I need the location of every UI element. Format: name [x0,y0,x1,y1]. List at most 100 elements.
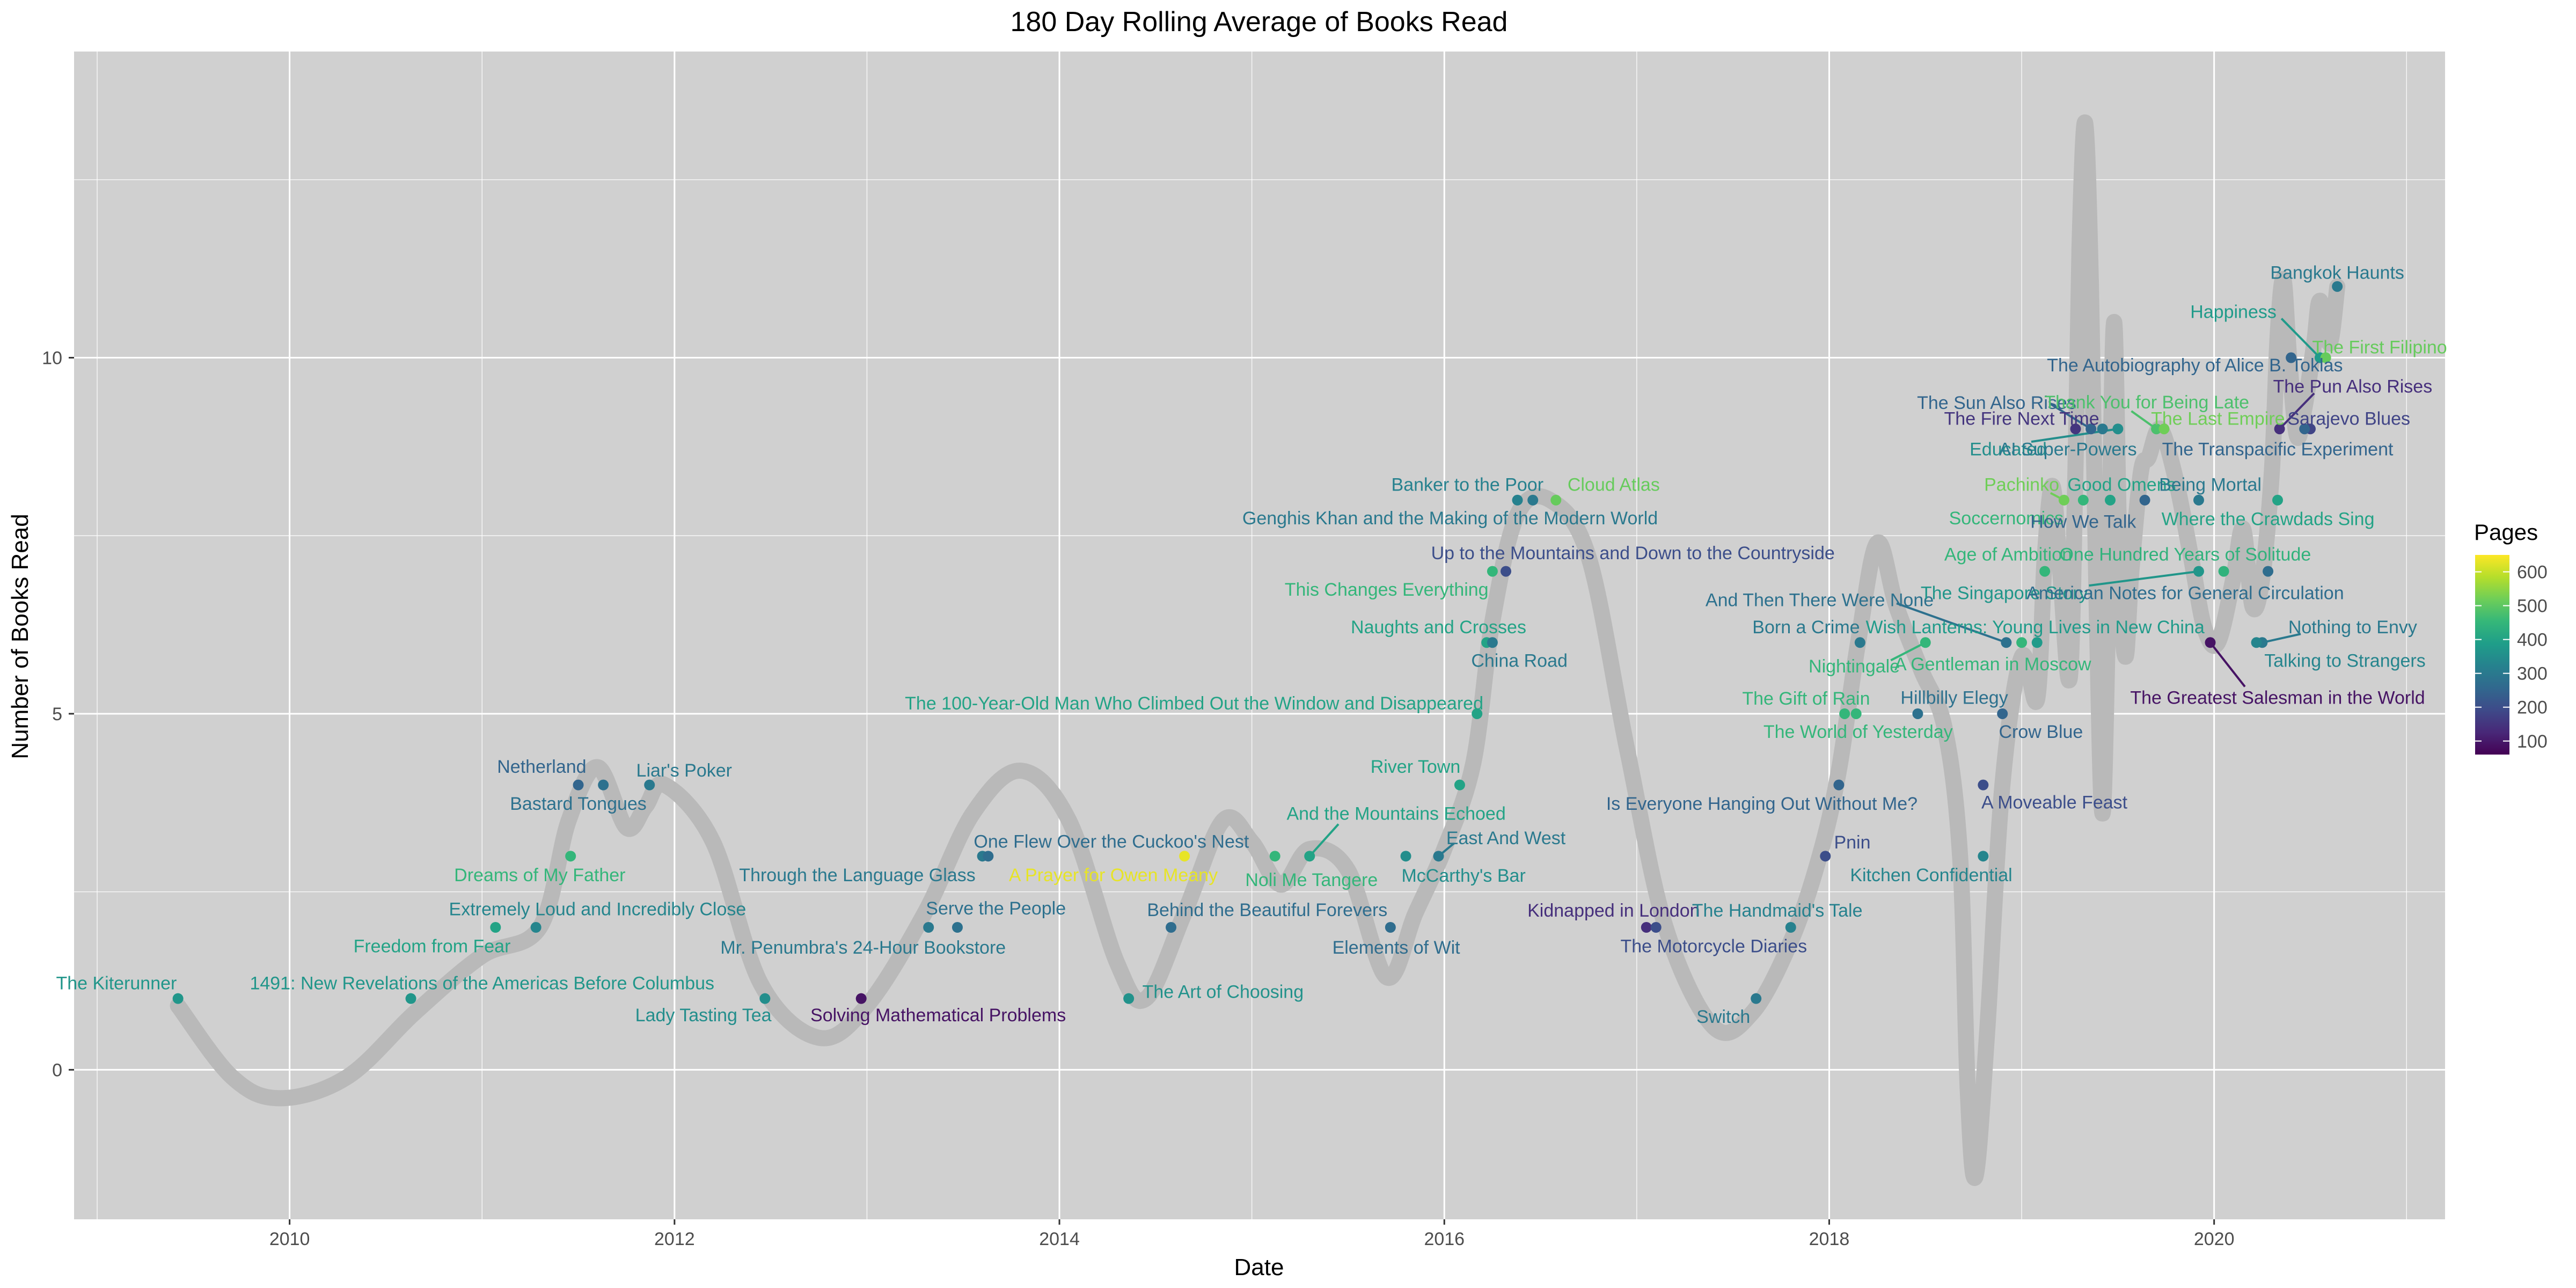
book-point [1433,851,1444,862]
trend-line [170,114,2346,1186]
book-label: One Hundred Years of Solitude [2059,545,2311,565]
book-point [2332,281,2343,292]
book-label: Elements of Wit [1333,938,1461,958]
book-point [952,922,963,933]
book-label: Liar's Poker [636,760,732,781]
book-label: Freedom from Fear [354,936,511,956]
book-label: The Fire Next Time [1944,408,2099,429]
book-label: Wish Lanterns: Young Lives in New China [1866,617,2205,638]
book-label: A Gentleman in Moscow [1894,654,2091,675]
book-label: Serve the People [926,898,1066,919]
book-label: Mr. Penumbra's 24-Hour Bookstore [720,938,1006,958]
leader-line [1308,823,1340,857]
book-point [1385,922,1396,933]
book-label: How We Talk [2030,512,2136,532]
book-point [2112,423,2124,435]
book-label: Cloud Atlas [1568,475,1660,495]
book-point [1501,566,1512,577]
book-point [2320,352,2331,363]
book-label: East And West [1446,828,1566,848]
smoothed-trend [170,114,2346,1186]
leader-line [1890,641,1926,662]
book-point [1854,637,1865,648]
book-label: The Handmaid's Tale [1692,901,1863,921]
book-label: Talking to Strangers [2264,650,2426,671]
legend-title: Pages [2474,519,2538,545]
x-tick-label: 2014 [1039,1229,1080,1249]
book-point [2286,352,2297,363]
book-point [2251,637,2262,648]
book-label: The 100-Year-Old Man Who Climbed Out the… [905,693,1483,714]
book-point [1400,851,1411,862]
book-label: The Last Empire [2151,408,2285,429]
book-point [2105,494,2116,506]
book-label: The Sun Also Rises [1917,393,2076,413]
book-label: Soccernomics [1949,508,2064,529]
leader-line [2280,318,2321,358]
book-label: The Autobiography of Alice B. Toklas [2047,355,2343,376]
book-label: Netherland [497,757,586,777]
book-label: Lady Tasting Tea [635,1005,772,1026]
book-label: Good Omens [2067,475,2176,495]
book-point [2151,423,2162,435]
book-label: Kitchen Confidential [1850,865,2012,885]
legend-tick-label: 200 [2517,698,2548,718]
book-point [644,779,655,791]
book-label: And the Mountains Echoed [1286,804,1505,824]
book-label: Happiness [2190,302,2277,322]
book-point [1785,922,1796,933]
book-point [2077,494,2089,506]
book-point [172,993,184,1004]
book-label: AI Super-Powers [1999,439,2137,459]
book-label: This Changes Everything [1285,580,1489,600]
book-point [1472,708,1483,719]
book-label: Thank You for Being Late [2044,392,2249,413]
book-point [1920,637,1931,648]
book-label: Genghis Khan and the Making of the Moder… [1242,508,1658,529]
book-point [1512,494,1523,506]
book-label: Crow Blue [1999,722,2083,742]
book-point [1166,922,1177,933]
book-point [2001,637,2012,648]
book-point [1912,708,1923,719]
book-label: Pnin [1834,832,1870,853]
book-point [2070,423,2081,435]
book-point [490,922,501,933]
book-label: The Singapore Story [1921,583,2088,603]
book-label: Educated [1970,439,2047,459]
legend-tick-label: 300 [2517,664,2548,684]
x-tick-label: 2018 [1809,1229,1850,1249]
book-point [2016,637,2028,648]
y-tick-label: 0 [52,1060,62,1080]
book-label: Bangkok Haunts [2270,262,2404,283]
x-axis-title: Date [1234,1254,1284,1280]
pages-legend: Pages 100 200 300 400 500 600 [2474,519,2548,755]
book-label: One Flew Over the Cuckoo's Nest [974,831,1249,852]
book-point [2085,423,2097,435]
book-point [2272,494,2284,506]
book-point [1179,851,1190,862]
leader-line [2279,392,2315,430]
book-point [759,993,771,1004]
x-tick-label: 2020 [2194,1229,2235,1249]
book-point [1304,851,1315,862]
book-point [923,922,934,933]
book-point [2031,637,2043,648]
legend-tick-label: 400 [2517,630,2548,650]
x-axis: 2010 2012 2014 2016 2018 2020 [269,1219,2235,1249]
book-point [1839,708,1850,719]
book-label: McCarthy's Bar [1401,866,1525,886]
book-label: Sarajevo Blues [2287,408,2410,429]
book-label: A Prayer for Owen Meany [1009,865,1218,885]
book-label: The Art of Choosing [1143,982,1304,1002]
book-label: Kidnapped in London [1527,901,1700,921]
leader-line [2089,570,2199,587]
book-point [1550,494,1562,506]
y-tick-label: 10 [42,348,62,369]
legend-tick-label: 100 [2517,731,2548,752]
book-point [2058,494,2069,506]
book-label: Hillbilly Elegy [1900,687,2008,708]
y-tick-label: 5 [52,704,62,724]
book-label: The World of Yesterday [1763,722,1953,742]
book-point [1820,851,1831,862]
